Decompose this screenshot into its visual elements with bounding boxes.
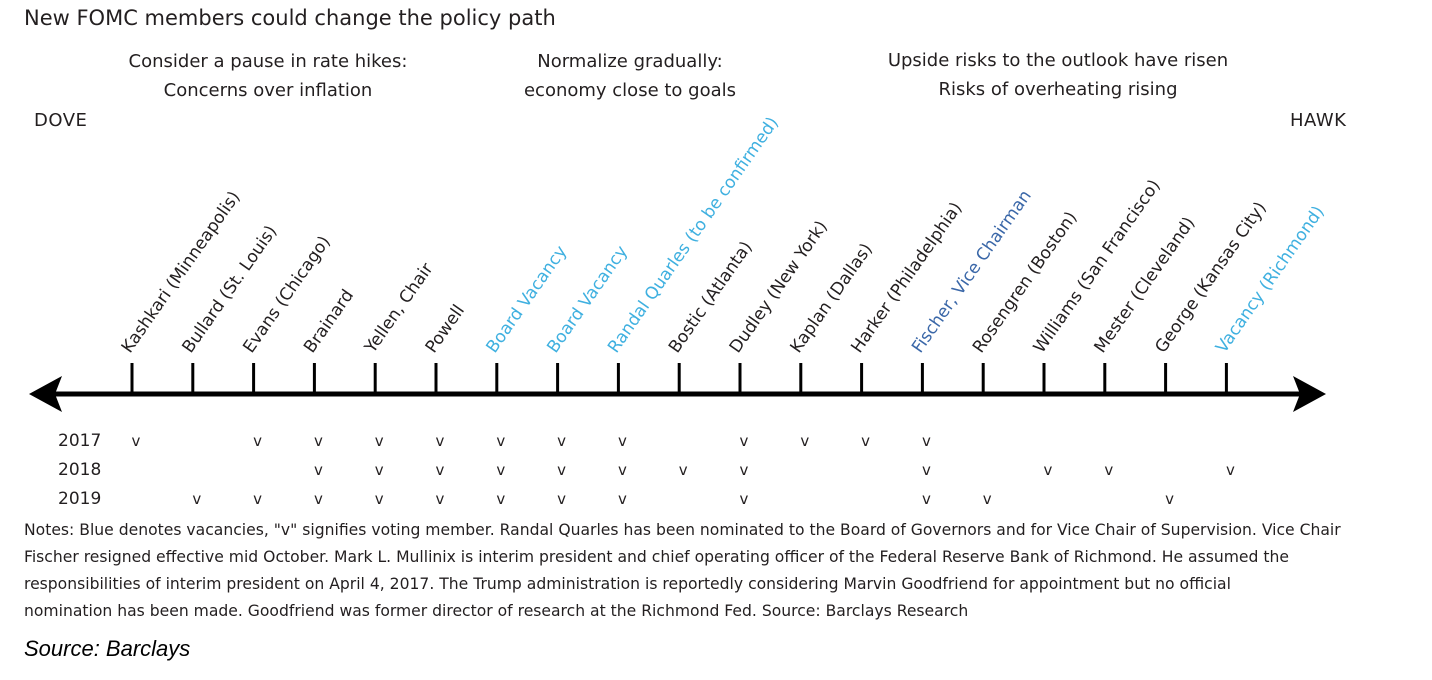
vote-mark: v <box>192 490 201 508</box>
notes-block: Notes: Blue denotes vacancies, "v" signi… <box>24 517 1416 625</box>
year-label: 2018 <box>58 460 101 480</box>
hawk-label: HAWK <box>1290 110 1347 131</box>
member-label: Rosengren (Boston) <box>969 208 1082 357</box>
vote-mark: v <box>557 461 566 479</box>
vote-mark: v <box>436 490 445 508</box>
vote-mark: v <box>314 490 323 508</box>
hawk-header-line-1: Upside risks to the outlook have risen <box>887 50 1229 71</box>
hawk-header: Upside risks to the outlook have risen R… <box>838 46 1278 104</box>
vote-mark: v <box>314 461 323 479</box>
dove-header-line-1: Consider a pause in rate hikes: <box>128 51 408 72</box>
vote-mark: v <box>618 490 627 508</box>
vote-mark: v <box>557 432 566 450</box>
neutral-header-line-2: economy close to goals <box>523 80 737 101</box>
vote-mark: v <box>1044 461 1053 479</box>
year-label: 2019 <box>58 489 101 509</box>
vote-mark: v <box>557 490 566 508</box>
fomc-spectrum-diagram: Kashkari (Minneapolis)Bullard (St. Louis… <box>29 113 1329 509</box>
vote-mark: v <box>740 461 749 479</box>
vote-mark: v <box>800 432 809 450</box>
vote-mark: v <box>375 461 384 479</box>
member-label: Harker (Philadelphia) <box>847 199 966 357</box>
vote-mark: v <box>922 490 931 508</box>
notes-line: Fischer resigned effective mid October. … <box>24 548 1289 566</box>
vote-mark: v <box>983 490 992 508</box>
hawk-arrowhead <box>1293 376 1326 412</box>
vote-mark: v <box>253 490 262 508</box>
vote-mark: v <box>496 490 505 508</box>
vote-mark: v <box>618 461 627 479</box>
year-label: 2017 <box>58 431 101 451</box>
member-label: Kashkari (Minneapolis) <box>118 188 245 357</box>
vote-mark: v <box>922 432 931 450</box>
notes-line: responsibilities of interim president on… <box>24 575 1231 593</box>
dove-arrowhead <box>29 376 62 412</box>
vote-mark: v <box>375 432 384 450</box>
member-label: George (Kansas City) <box>1151 198 1270 357</box>
dove-header-line-2: Concerns over inflation <box>163 80 373 101</box>
vote-mark: v <box>618 432 627 450</box>
notes-line: nomination has been made. Goodfriend was… <box>24 602 969 620</box>
neutral-header: Normalize gradually: economy close to go… <box>480 47 780 105</box>
vote-mark: v <box>679 461 688 479</box>
vote-mark: v <box>496 432 505 450</box>
notes-line: Notes: Blue denotes vacancies, "v" signi… <box>24 521 1341 539</box>
dove-header: Consider a pause in rate hikes: Concerns… <box>98 47 438 105</box>
member-label: Fischer, Vice Chairman <box>908 187 1036 357</box>
vote-mark: v <box>1104 461 1113 479</box>
vote-mark: v <box>1226 461 1235 479</box>
vote-mark: v <box>314 432 323 450</box>
vote-mark: v <box>496 461 505 479</box>
vote-mark: v <box>740 432 749 450</box>
vote-mark: v <box>861 432 870 450</box>
member-label: Vacancy (Richmond) <box>1212 202 1328 356</box>
member-label: Powell <box>422 301 469 357</box>
source-caption: Source: Barclays <box>24 636 191 661</box>
vote-mark: v <box>436 461 445 479</box>
vote-mark: v <box>436 432 445 450</box>
vote-mark: v <box>1165 490 1174 508</box>
member-label: Williams (San Francisco) <box>1030 176 1165 357</box>
vote-mark: v <box>132 432 141 450</box>
hawk-header-line-2: Risks of overheating rising <box>938 79 1178 100</box>
neutral-header-line-1: Normalize gradually: <box>537 51 723 72</box>
vote-mark: v <box>253 432 262 450</box>
dove-label: DOVE <box>34 110 88 131</box>
vote-mark: v <box>922 461 931 479</box>
member-label: Brainard <box>300 286 358 357</box>
page-title: New FOMC members could change the policy… <box>24 6 556 30</box>
vote-mark: v <box>375 490 384 508</box>
vote-mark: v <box>740 490 749 508</box>
